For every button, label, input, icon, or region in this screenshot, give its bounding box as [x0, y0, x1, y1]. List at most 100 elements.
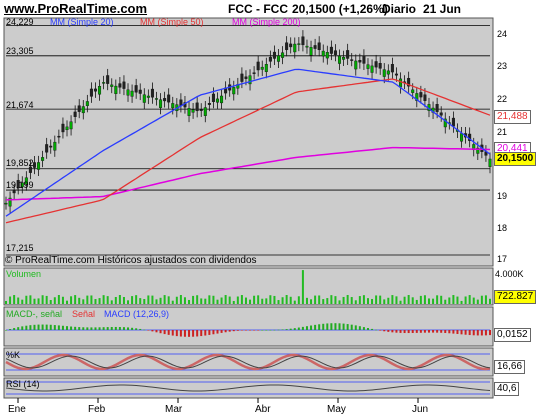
candle-body: [285, 42, 289, 51]
volume-bar: [200, 298, 203, 304]
volume-bar: [314, 295, 317, 304]
candle-body: [73, 111, 77, 117]
legend-ma20: MM (Simple 20): [50, 17, 114, 27]
volume-bar: [212, 295, 215, 304]
macd-bar: [456, 330, 459, 334]
macd-bar: [45, 324, 48, 330]
candle-body: [338, 55, 342, 64]
volume-bar: [122, 297, 125, 304]
last-quote: 20,1500 (+1,26%): [292, 2, 388, 16]
volume-bar: [484, 295, 487, 304]
candle-body: [382, 69, 386, 77]
candle-body: [163, 98, 167, 102]
candle-body: [354, 60, 358, 70]
macd-bar: [362, 327, 365, 330]
macd-bar: [257, 330, 260, 331]
volume-bar: [480, 295, 483, 304]
volume-bar: [350, 297, 353, 304]
volume-bar: [318, 295, 321, 304]
candle-body: [93, 88, 97, 92]
macd-bar: [25, 325, 28, 330]
candle-body: [167, 94, 171, 103]
macd-bar: [322, 323, 325, 330]
candle-body: [98, 86, 102, 95]
candle-body: [215, 98, 219, 103]
macd-bar: [269, 329, 272, 331]
macd-bar: [383, 330, 386, 332]
macd-bar: [49, 324, 52, 330]
macd-bar: [9, 329, 12, 330]
volume-bar: [383, 299, 386, 304]
macd-bar: [90, 327, 93, 330]
macd-bar: [17, 327, 20, 330]
volume-bar: [310, 299, 313, 304]
macd-bar: [342, 323, 345, 330]
volume-bar: [395, 296, 398, 304]
volume-bar: [391, 295, 394, 304]
macd-bar: [253, 330, 256, 331]
macd-bar: [375, 329, 378, 331]
candle-body: [118, 83, 122, 88]
candle-body: [301, 36, 305, 46]
candle-body: [394, 73, 398, 76]
volume-bar: [57, 295, 60, 304]
candle-body: [252, 72, 256, 74]
macd-params-label: MACD (12,26,9): [104, 309, 170, 319]
volume-bar: [244, 297, 247, 304]
macd-bar: [289, 328, 292, 330]
candle-body: [110, 84, 114, 87]
macd-bar: [21, 326, 24, 330]
macd-bar: [5, 330, 7, 331]
candle-body: [374, 61, 378, 68]
x-label-mar: Mar: [165, 404, 183, 415]
candle-body: [57, 135, 61, 138]
volume-bar: [489, 298, 491, 304]
macd-bar: [318, 324, 321, 330]
candle-body: [256, 61, 260, 71]
macd-bar: [196, 330, 199, 337]
candle-body: [20, 182, 24, 188]
macd-bar: [432, 330, 435, 333]
macd-bar: [13, 328, 16, 330]
volume-bar: [224, 295, 227, 304]
brand-link[interactable]: www.ProRealTime.com: [4, 1, 148, 16]
macd-bar: [379, 330, 382, 331]
macd-bar: [366, 328, 369, 330]
volume-bar: [86, 295, 89, 304]
candle-body: [305, 45, 309, 48]
volume-bar: [53, 297, 56, 304]
volume-tick: 4.000K: [495, 269, 524, 279]
volume-bar: [114, 296, 117, 304]
macd-bar: [371, 328, 374, 330]
candle-body: [277, 55, 281, 62]
volume-bar: [423, 295, 426, 304]
volume-bar: [66, 300, 69, 304]
macd-bar: [350, 324, 353, 330]
macd-bar: [57, 325, 60, 330]
macd-bar: [387, 330, 390, 332]
stoch-k-line: [5, 353, 491, 371]
volume-bar: [159, 297, 162, 304]
candle-body: [370, 65, 374, 73]
macd-bar: [139, 328, 142, 330]
level-label-2: 23,305: [6, 46, 34, 56]
volume-bar: [155, 299, 158, 304]
macd-bar: [403, 330, 406, 334]
volume-label: Volumen: [6, 269, 42, 279]
volume-bar: [399, 300, 402, 304]
candle-body: [248, 75, 252, 85]
candle-body: [69, 121, 73, 130]
candle-body: [399, 78, 403, 88]
volume-bar: [407, 295, 410, 304]
volume-bar: [427, 298, 430, 304]
candle-body: [260, 66, 264, 70]
macd-bar: [167, 330, 170, 335]
volume-bar: [13, 295, 16, 304]
volume-bar: [468, 295, 471, 304]
macd-bar: [489, 330, 491, 336]
macd-bar: [244, 330, 247, 331]
macd-bar: [37, 324, 40, 330]
volume-bar: [175, 296, 178, 304]
candle-body: [199, 109, 203, 111]
